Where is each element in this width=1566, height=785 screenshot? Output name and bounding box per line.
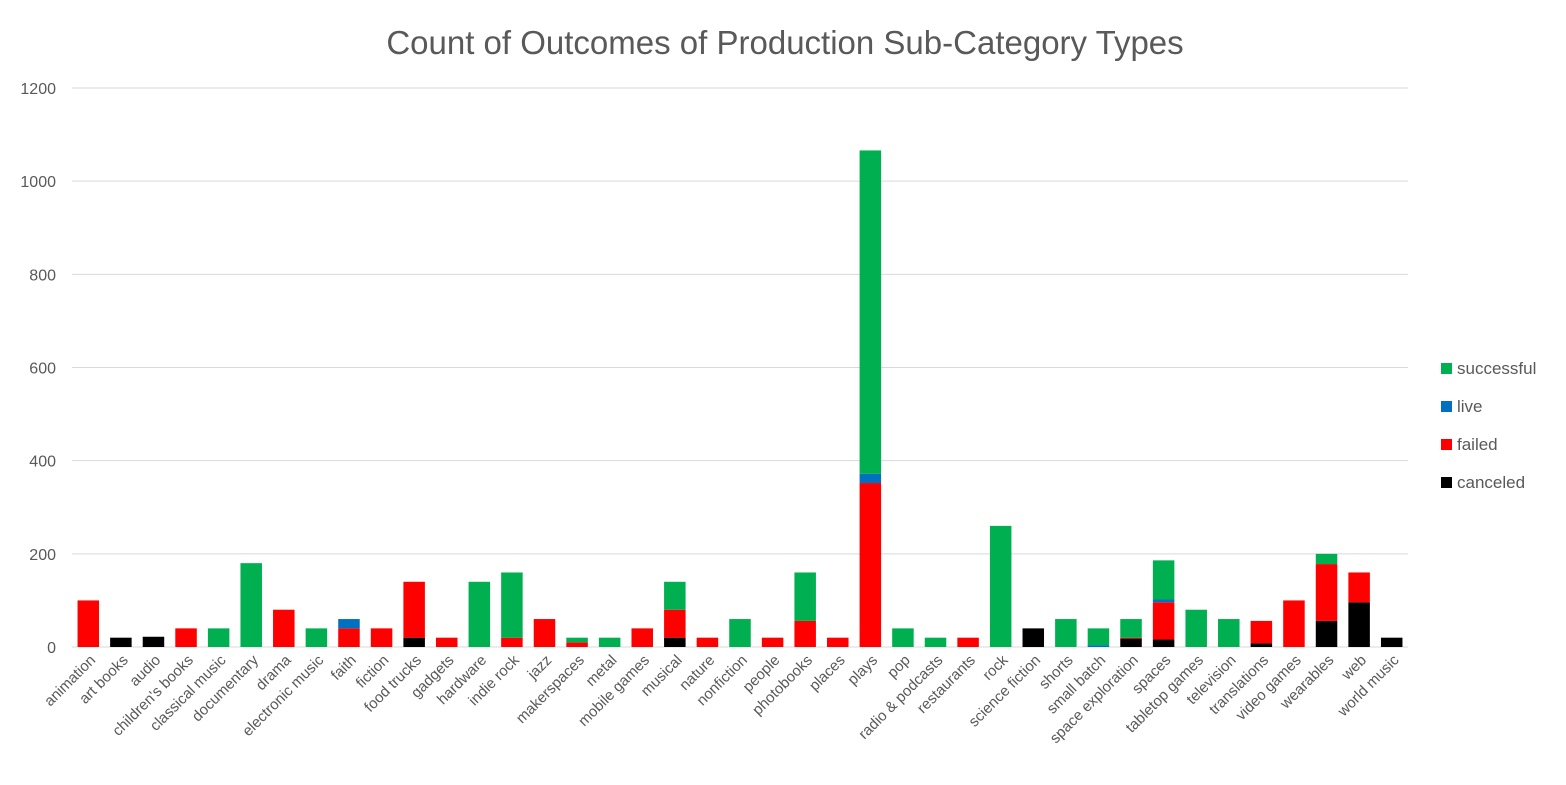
bar-segment-failed: [761, 637, 784, 647]
bar-segment-successful: [207, 628, 230, 647]
bar-segment-canceled: [664, 637, 686, 647]
y-tick-label: 800: [29, 267, 56, 284]
bar-segment-successful: [1185, 609, 1207, 647]
bar-segment-canceled: [1022, 628, 1045, 647]
legend-label-successful: successful: [1457, 359, 1536, 378]
bar-segment-failed: [273, 609, 295, 647]
bar-segment-canceled: [1348, 602, 1370, 647]
bar-segment-successful: [664, 581, 686, 610]
legend: successful live failed canceled: [1441, 359, 1536, 492]
legend-swatch-canceled: [1441, 477, 1452, 488]
bar-segment-failed: [827, 637, 849, 647]
x-tick-label: plays: [844, 652, 881, 689]
bar-segment-failed: [696, 637, 719, 647]
bar-segment-successful: [1152, 560, 1175, 600]
bar-segment-failed: [533, 619, 556, 647]
bar-segment-canceled: [1380, 637, 1403, 647]
bar-series: [77, 150, 1403, 647]
legend-swatch-successful: [1441, 363, 1452, 374]
bar-segment-failed: [175, 628, 197, 647]
bar-segment-canceled: [1315, 620, 1338, 647]
bar-segment-failed: [1250, 620, 1273, 644]
bar-segment-canceled: [1152, 639, 1175, 647]
bar-segment-successful: [566, 637, 588, 643]
bar-segment-failed: [1348, 572, 1370, 603]
bar-segment-failed: [1152, 602, 1175, 640]
bar-segment-live: [1152, 599, 1175, 603]
bar-segment-successful: [989, 525, 1012, 647]
bar-segment-successful: [859, 150, 882, 474]
gridlines: [72, 87, 1408, 648]
bar-segment-failed: [794, 620, 816, 647]
bar-segment-failed: [1315, 564, 1338, 621]
bar-segment-failed: [338, 628, 360, 647]
bar-segment-failed: [1120, 637, 1142, 639]
bar-segment-failed: [501, 637, 523, 647]
bar-segment-failed: [435, 637, 458, 647]
chart-title: Count of Outcomes of Production Sub-Cate…: [386, 24, 1183, 61]
legend-label-live: live: [1457, 397, 1483, 416]
bar-segment-successful: [468, 581, 491, 647]
x-tick-label: places: [806, 652, 849, 695]
bar-segment-successful: [1315, 553, 1338, 565]
bar-segment-failed: [631, 628, 653, 647]
bar-segment-successful: [892, 628, 914, 647]
bar-segment-successful: [240, 563, 262, 647]
bar-segment-failed: [859, 483, 882, 647]
bar-segment-successful: [729, 619, 751, 647]
y-tick-label: 0: [47, 640, 56, 657]
bar-segment-canceled: [1120, 638, 1142, 647]
bar-segment-failed: [1283, 600, 1305, 647]
bar-segment-successful: [598, 637, 621, 647]
bar-segment-successful: [924, 637, 947, 647]
bar-segment-failed: [957, 637, 979, 647]
bar-segment-successful: [501, 572, 523, 638]
bar-segment-live: [338, 619, 360, 629]
y-tick-label: 200: [29, 547, 56, 564]
bar-segment-canceled: [110, 637, 132, 647]
bar-segment-failed: [370, 628, 393, 647]
legend-label-canceled: canceled: [1457, 473, 1525, 492]
bar-segment-successful: [1087, 628, 1110, 646]
y-axis-tick-labels: 0 200 400 600 800 1000 1200: [20, 81, 56, 657]
bar-segment-successful: [1120, 619, 1142, 638]
y-tick-label: 1000: [20, 174, 56, 191]
bar-segment-failed: [664, 609, 686, 638]
y-tick-label: 600: [29, 361, 56, 378]
bar-segment-failed: [403, 581, 425, 638]
bar-segment-live: [1087, 645, 1110, 647]
bar-segment-successful: [794, 572, 816, 621]
bar-segment-successful: [1218, 619, 1240, 647]
bar-segment-live: [859, 473, 882, 484]
y-tick-label: 1200: [20, 81, 56, 98]
bar-segment-canceled: [142, 636, 165, 647]
bar-segment-failed: [566, 642, 588, 647]
x-tick-label: world music: [1334, 651, 1403, 720]
bar-segment-successful: [305, 628, 328, 647]
bar-segment-successful: [1055, 619, 1077, 647]
bar-segment-failed: [77, 600, 100, 647]
bar-segment-canceled: [1250, 643, 1273, 647]
legend-swatch-failed: [1441, 439, 1452, 450]
bar-segment-canceled: [403, 637, 425, 647]
y-tick-label: 400: [29, 454, 56, 471]
legend-label-failed: failed: [1457, 435, 1498, 454]
legend-swatch-live: [1441, 401, 1452, 412]
